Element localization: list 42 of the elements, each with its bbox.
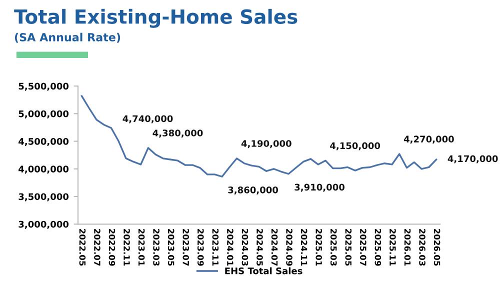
x-tick-label: 2023.05 [168, 228, 174, 266]
x-tick-label: 2026.05 [434, 228, 440, 266]
x-tick-label: 2026.03 [419, 228, 426, 266]
data-label: 4,150,000 [330, 142, 380, 150]
x-tick-label: 2023.11 [212, 228, 219, 266]
y-tick-label: 4,000,000 [18, 166, 69, 174]
data-label: 4,270,000 [404, 136, 454, 144]
x-tick-label: 2024.09 [286, 228, 292, 266]
x-tick-label: 2026.01 [404, 228, 411, 266]
x-tick-label: 2025.09 [374, 228, 382, 266]
x-tick-label: 2022.07 [94, 228, 100, 266]
y-tick-label: 3,000,000 [18, 220, 69, 229]
x-tick-label: 2024.11 [300, 228, 308, 266]
legend-label: EHS Total Sales [225, 267, 302, 274]
x-tick-label: 2022.05 [79, 228, 86, 266]
x-tick-label: 2025.03 [330, 228, 337, 266]
x-tick-label: 2023.03 [153, 228, 160, 266]
x-tick-label: 2025.01 [316, 228, 322, 266]
data-label: 3,910,000 [294, 184, 345, 192]
y-tick-label: 5,000,000 [18, 110, 69, 118]
x-tick-label: 2024.05 [256, 228, 263, 266]
x-tick-label: 2023.09 [197, 228, 204, 266]
data-label: 4,380,000 [152, 130, 203, 138]
x-tick-label: 2022.11 [124, 228, 130, 266]
data-label: 4,170,000 [448, 155, 498, 164]
x-tick-label: 2024.07 [271, 228, 278, 266]
data-label: 3,860,000 [228, 186, 278, 194]
x-tick-label: 2025.05 [345, 228, 352, 266]
data-label: 4,190,000 [241, 140, 292, 148]
chart-title: Total Existing-Home Sales [14, 8, 298, 28]
x-tick-label: 2024.03 [242, 228, 248, 266]
x-tick-label: 2023.01 [138, 228, 145, 266]
data-label: 4,740,000 [122, 115, 173, 124]
y-tick-label: 4,500,000 [18, 138, 69, 146]
chart-subtitle: (SA Annual Rate) [14, 32, 120, 43]
y-tick-label: 3,500,000 [18, 193, 69, 202]
x-tick-label: 2023.07 [182, 228, 190, 266]
x-tick-label: 2025.07 [360, 228, 366, 266]
x-tick-label: 2025.11 [390, 228, 396, 266]
x-tick-label: 2024.01 [227, 228, 234, 266]
x-tick-label: 2022.09 [108, 228, 116, 266]
y-tick-label: 5,500,000 [18, 82, 69, 91]
